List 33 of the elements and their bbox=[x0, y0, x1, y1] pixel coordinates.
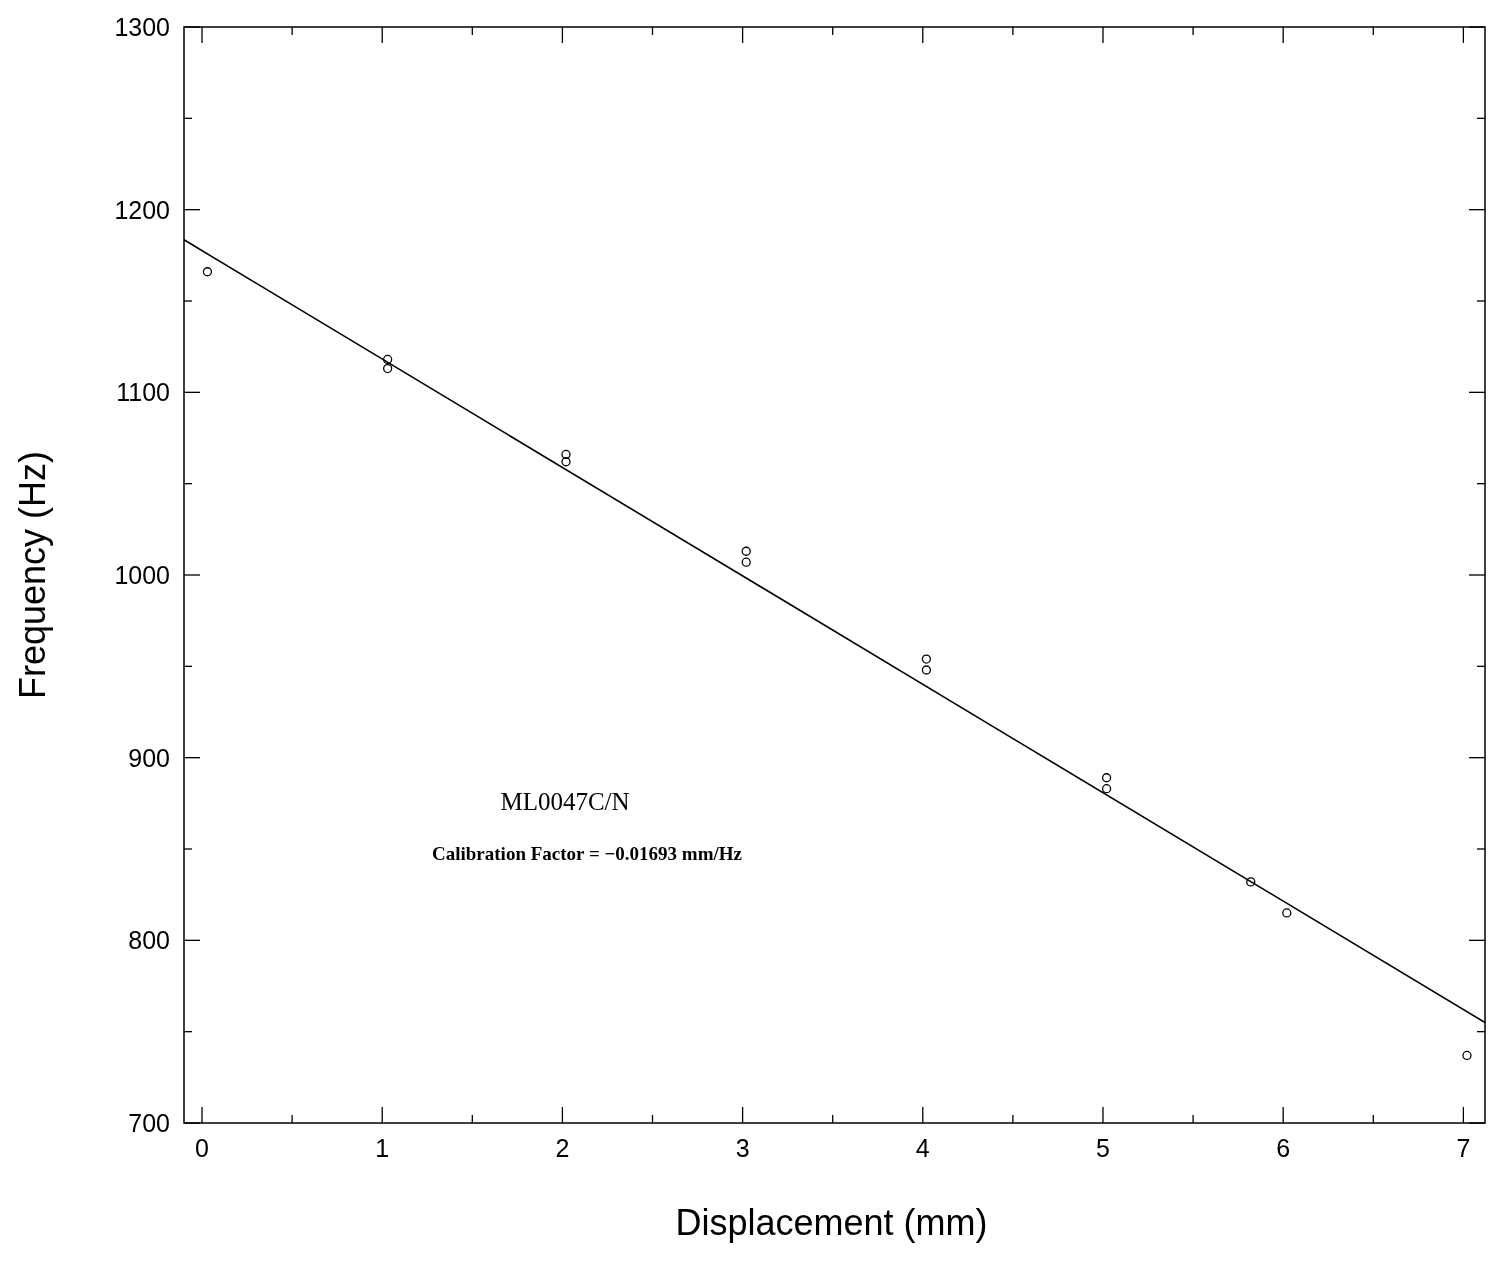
point bbox=[202, 267, 213, 277]
point bbox=[382, 354, 393, 365]
x-tick-label: 7 bbox=[1456, 1134, 1471, 1162]
point bbox=[921, 654, 932, 664]
y-tick-label: 1100 bbox=[116, 378, 170, 407]
point bbox=[1462, 1050, 1472, 1061]
x-tick-label: 3 bbox=[735, 1134, 750, 1162]
y-tick-label: 1200 bbox=[114, 195, 170, 224]
point bbox=[741, 557, 751, 567]
x-axis-title: Displacement (mm) bbox=[675, 1202, 988, 1243]
y-axis-title: Frequency (Hz) bbox=[12, 450, 53, 700]
y-tick-label: 1000 bbox=[114, 561, 170, 589]
point bbox=[1101, 773, 1112, 783]
point bbox=[382, 363, 393, 374]
y-tick-label: 1300 bbox=[114, 13, 170, 41]
point bbox=[561, 449, 571, 460]
y-tick-label: 700 bbox=[128, 1109, 170, 1137]
annotation: Calibration Factor = −0.01693 mm/Hz bbox=[432, 843, 743, 864]
point bbox=[1246, 877, 1256, 887]
point bbox=[1101, 784, 1112, 794]
x-tick-label: 5 bbox=[1096, 1134, 1110, 1162]
point bbox=[1282, 908, 1292, 918]
x-tick-label: 4 bbox=[915, 1134, 930, 1162]
point bbox=[921, 665, 932, 675]
y-tick-label: 900 bbox=[128, 743, 170, 772]
point bbox=[741, 546, 751, 556]
y-tick-label: 800 bbox=[128, 926, 170, 955]
x-tick-label: 2 bbox=[555, 1134, 570, 1162]
x-tick-label: 6 bbox=[1276, 1134, 1291, 1162]
annotation: ML0047C/N bbox=[500, 788, 630, 815]
x-tick-label: 1 bbox=[375, 1134, 390, 1162]
x-tick-label: 0 bbox=[195, 1134, 209, 1162]
point bbox=[561, 457, 571, 467]
